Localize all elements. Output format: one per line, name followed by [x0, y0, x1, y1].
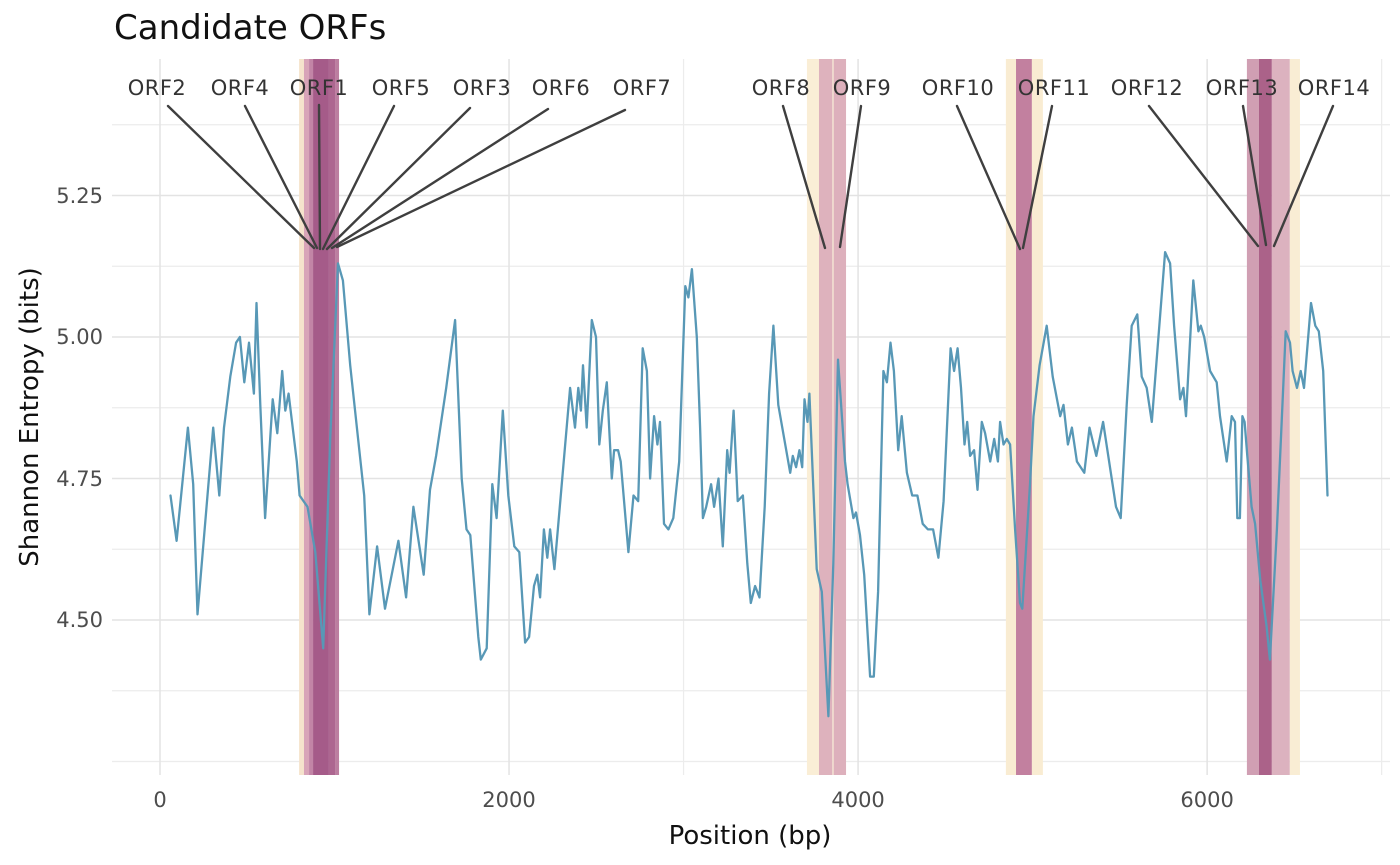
- orf-label: ORF4: [210, 76, 270, 100]
- orf-band-strip: [1031, 59, 1043, 775]
- y-tick-label: 4.75: [56, 466, 103, 491]
- x-axis-title: Position (bp): [668, 821, 832, 851]
- orf-band-strip: [1246, 59, 1259, 775]
- orf-label: ORF6: [531, 76, 591, 100]
- orf-callout-line: [317, 103, 322, 251]
- y-tick-label: 4.50: [56, 608, 103, 632]
- y-axis-title: Shannon Entropy (bits): [15, 267, 45, 567]
- orf-band-strip: [335, 59, 340, 775]
- orf-callout-line: [325, 106, 472, 251]
- orf-callout-line: [330, 107, 550, 250]
- orf-band-strip: [833, 59, 847, 775]
- orf-label: ORF1: [289, 76, 349, 100]
- orf-band-strip: [832, 59, 834, 775]
- orf-band-strip: [1289, 59, 1300, 775]
- orf-band-strip: [313, 59, 329, 775]
- orf-band-strip: [806, 59, 819, 775]
- x-tick-label: 2000: [482, 788, 536, 812]
- orf-callout-line: [955, 104, 1022, 251]
- orf-callout-line: [335, 108, 627, 249]
- orf-label: ORF5: [371, 76, 431, 100]
- orf-callout-line: [838, 104, 863, 249]
- orf-callout-line: [1272, 104, 1335, 248]
- entropy-line: [169, 250, 1329, 718]
- orf-band-strip: [303, 59, 310, 775]
- orf-band-strip: [1005, 59, 1017, 775]
- orf-label: ORF13: [1205, 76, 1279, 100]
- orf-label: ORF12: [1110, 76, 1184, 100]
- chart-title: Candidate ORFs: [114, 8, 387, 48]
- orf-band-strip: [1258, 59, 1272, 775]
- orf-callout-line: [1147, 104, 1260, 248]
- x-tick-label: 6000: [1180, 788, 1234, 812]
- y-tick-label: 5.25: [56, 183, 103, 208]
- orf-label: ORF14: [1297, 76, 1371, 100]
- x-tick-label: 0: [153, 788, 167, 812]
- orf-label: ORF2: [127, 76, 187, 100]
- orf-band-strip: [299, 59, 304, 775]
- orf-label: ORF11: [1017, 76, 1091, 100]
- orf-label: ORF9: [832, 76, 892, 100]
- orf-callout-line: [166, 104, 316, 250]
- x-tick-label: 4000: [831, 788, 885, 812]
- orf-band-strip: [1016, 59, 1032, 775]
- orf-callout-line: [243, 104, 319, 250]
- y-tick-label: 5.00: [56, 325, 103, 349]
- orf-band-strip: [309, 59, 314, 775]
- orf-callout-line: [1021, 104, 1054, 250]
- orf-callout-line: [321, 104, 396, 251]
- orf-label: ORF10: [921, 76, 995, 100]
- orf-label: ORF7: [612, 76, 672, 100]
- orf-callout-line: [1241, 104, 1268, 247]
- orf-label: ORF8: [751, 76, 811, 100]
- orf-label: ORF3: [452, 76, 512, 100]
- orf-callout-line: [781, 104, 827, 250]
